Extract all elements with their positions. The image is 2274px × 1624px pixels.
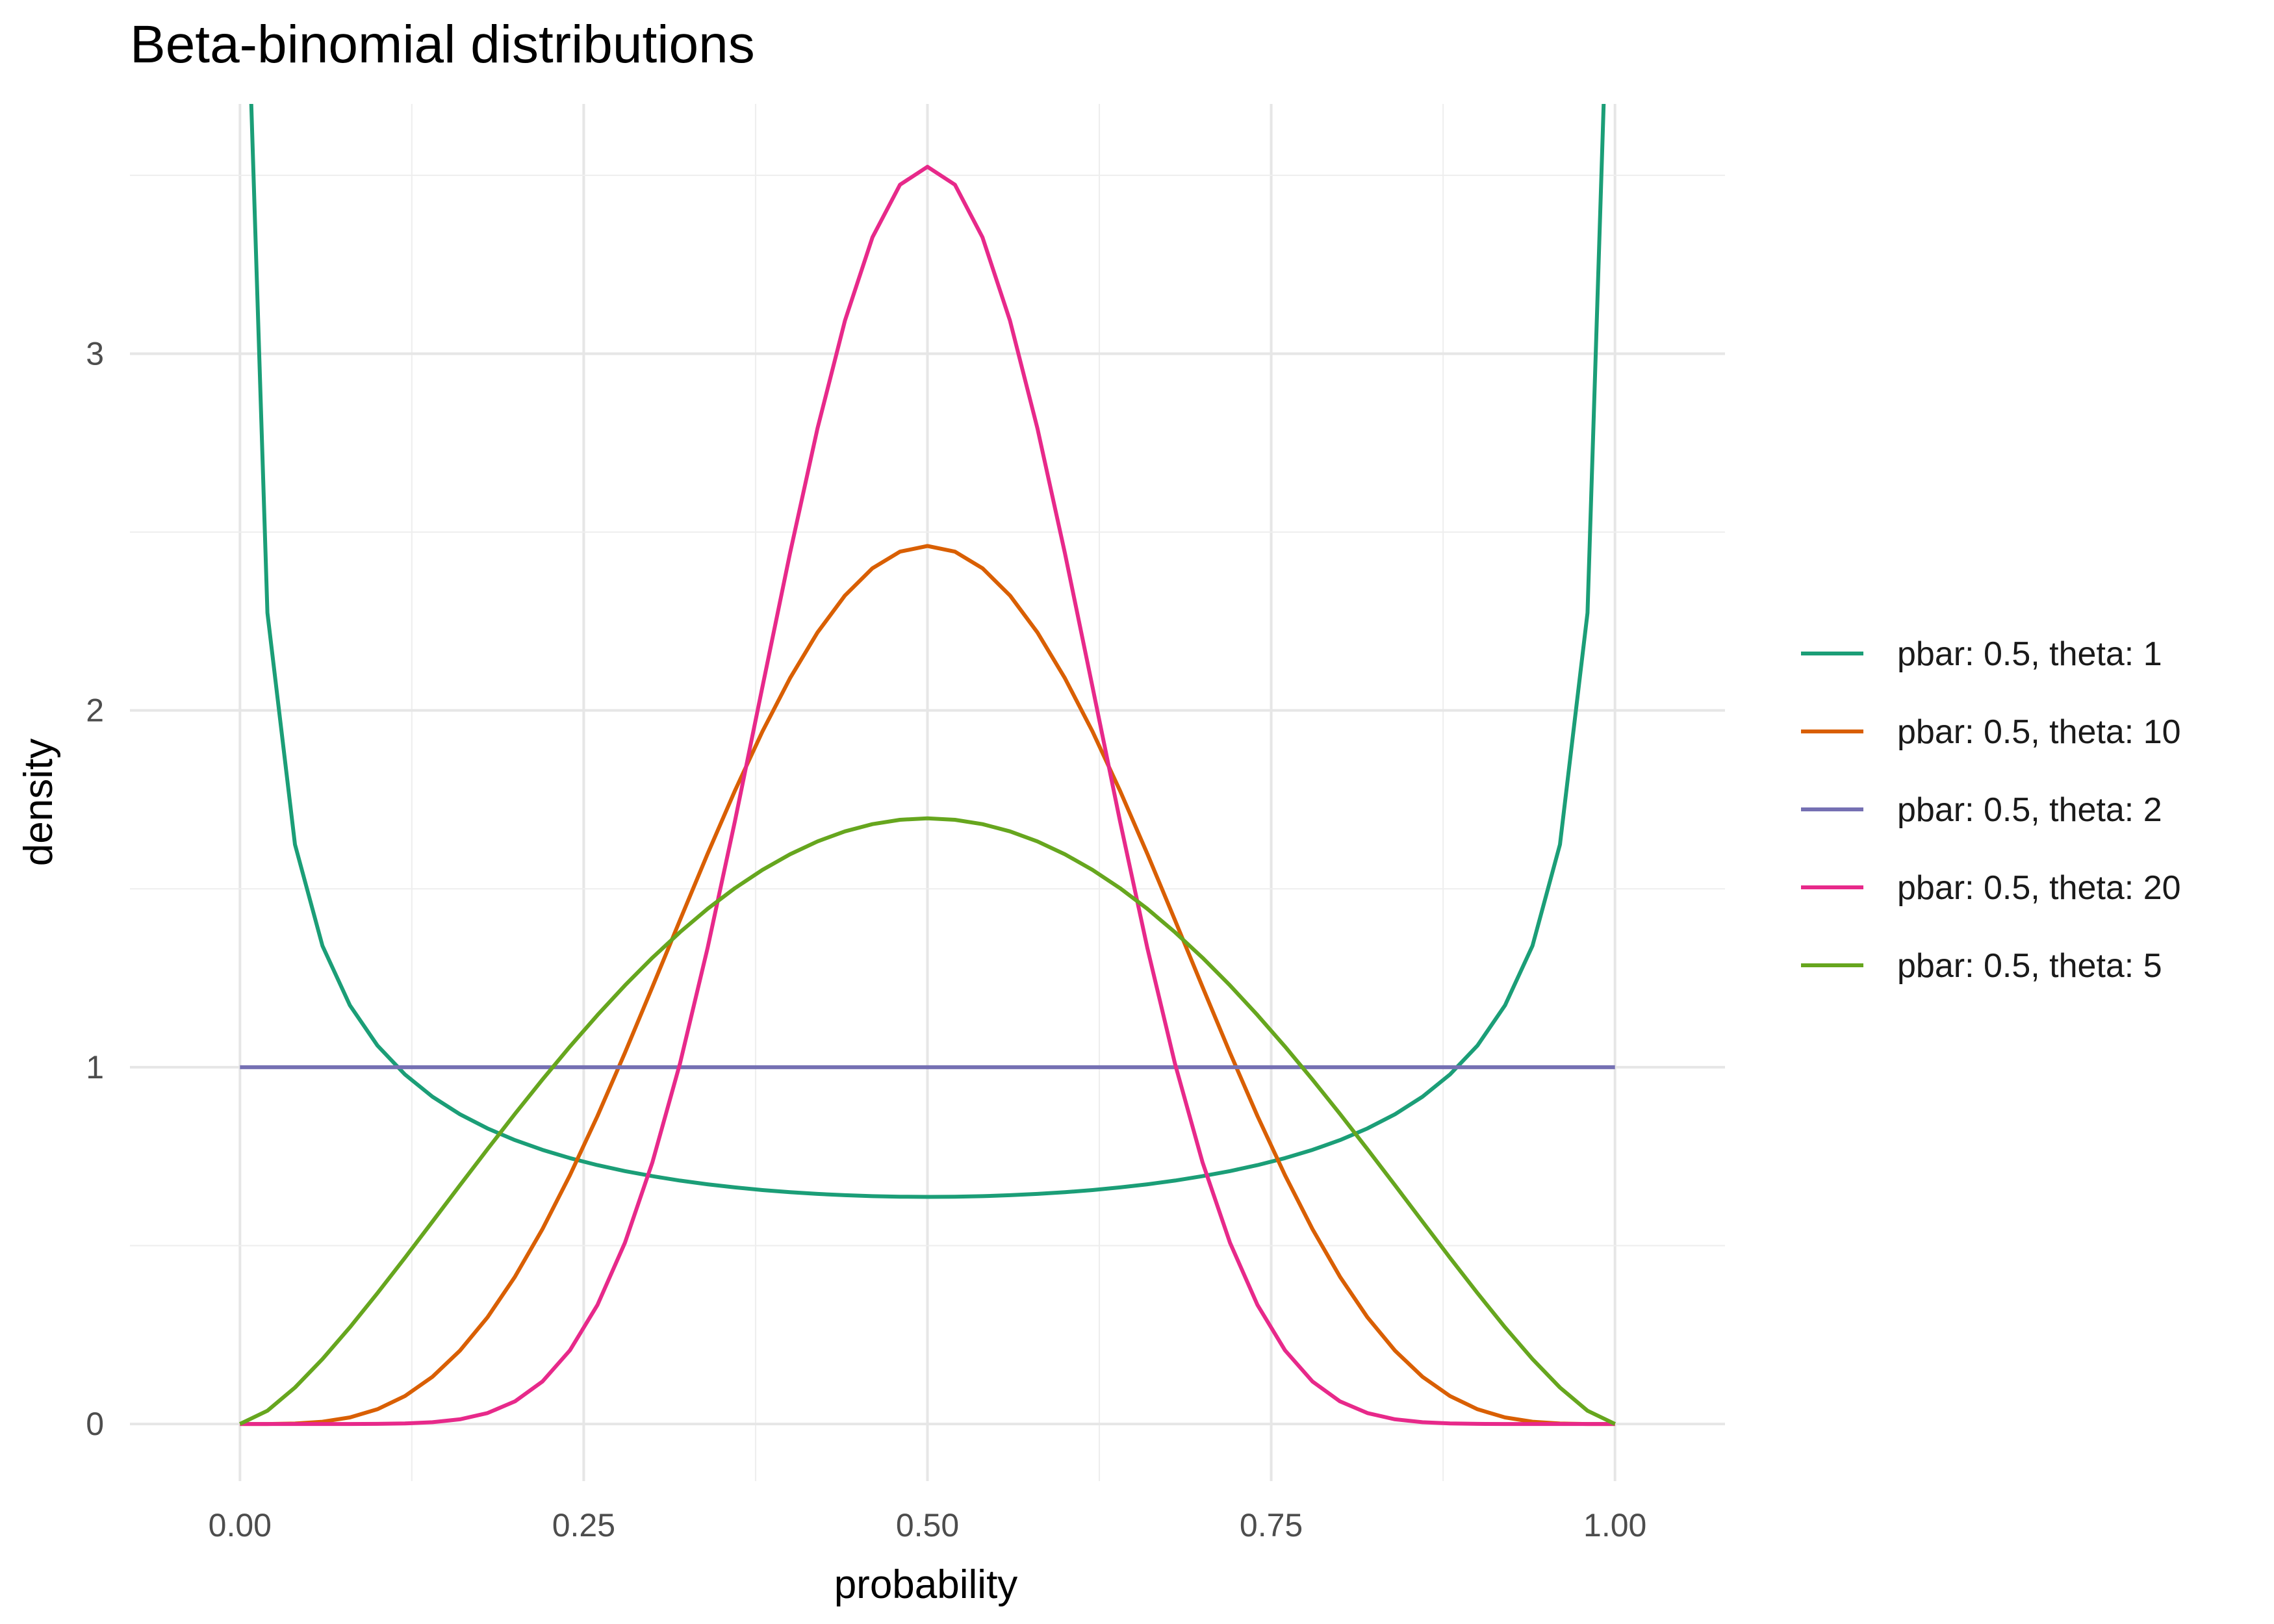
series-lines <box>238 104 1616 1427</box>
x-axis-ticks: 0.00 0.25 0.50 0.75 1.00 <box>209 1507 1647 1543</box>
x-tick-label: 0.75 <box>1240 1507 1303 1543</box>
legend-item: pbar: 0.5, theta: 2 <box>1801 791 2162 829</box>
x-tick-label: 0.00 <box>209 1507 272 1543</box>
x-tick-label: 0.50 <box>896 1507 959 1543</box>
y-tick-label: 1 <box>86 1049 104 1085</box>
x-axis-title: probability <box>834 1562 1018 1607</box>
y-tick-label: 3 <box>86 335 104 372</box>
legend-item: pbar: 0.5, theta: 5 <box>1801 947 2162 985</box>
legend-label: pbar: 0.5, theta: 2 <box>1897 791 2162 829</box>
legend-label: pbar: 0.5, theta: 5 <box>1897 947 2162 985</box>
series-line-4 <box>240 164 1615 1427</box>
series-line-1 <box>249 104 1606 1199</box>
x-tick-label: 0.25 <box>552 1507 615 1543</box>
y-axis-title: density <box>16 739 61 866</box>
legend-label: pbar: 0.5, theta: 1 <box>1897 635 2162 673</box>
grid-lines <box>130 104 1725 1481</box>
x-tick-label: 1.00 <box>1583 1507 1646 1543</box>
legend-item: pbar: 0.5, theta: 20 <box>1801 869 2181 907</box>
legend-item: pbar: 0.5, theta: 10 <box>1801 713 2181 751</box>
y-axis-ticks: 0 1 2 3 <box>86 335 104 1442</box>
series-line-2 <box>240 544 1615 1427</box>
legend-label: pbar: 0.5, theta: 10 <box>1897 713 2181 751</box>
legend-item: pbar: 0.5, theta: 1 <box>1801 635 2162 673</box>
y-tick-label: 2 <box>86 692 104 729</box>
legend: pbar: 0.5, theta: 1 pbar: 0.5, theta: 10 p… <box>1801 635 2181 985</box>
y-tick-label: 0 <box>86 1406 104 1442</box>
series-line-5 <box>238 816 1616 1426</box>
chart-title: Beta-binomial distributions <box>130 15 755 74</box>
legend-label: pbar: 0.5, theta: 20 <box>1897 869 2181 907</box>
